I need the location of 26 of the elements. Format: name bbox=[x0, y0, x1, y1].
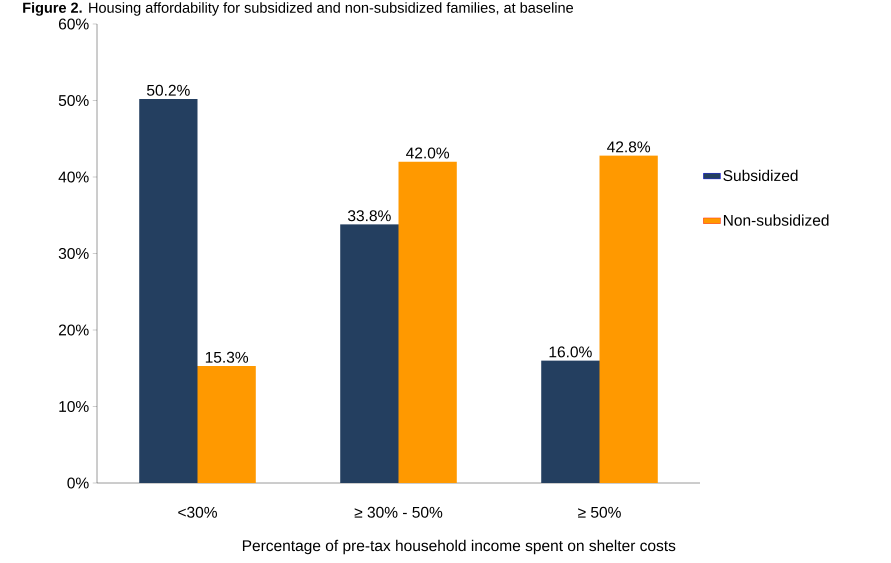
bar bbox=[139, 98, 198, 483]
chart-title: Figure 2. Housing affordability for subsidized and non-subsidized families, at baseline bbox=[23, 2, 574, 16]
x-axis-title: Percentage of pre-tax household income spent on shelter costs bbox=[242, 540, 676, 554]
y-tick-label: 50% bbox=[58, 95, 89, 106]
data-label: 16.0% bbox=[550, 346, 592, 358]
bar bbox=[340, 224, 399, 483]
data-label: 42.0% bbox=[406, 148, 450, 159]
data-label: 15.3% bbox=[206, 352, 248, 363]
bar bbox=[198, 366, 256, 483]
data-label: 33.8% bbox=[348, 210, 391, 222]
y-tick-label: 30% bbox=[58, 248, 89, 259]
x-tick-label: ≥ 30% - 50% bbox=[354, 506, 442, 518]
y-tick-label: 0% bbox=[67, 478, 89, 488]
bar bbox=[541, 360, 600, 483]
y-tick-label: 20% bbox=[58, 324, 89, 336]
y-tick-label: 10% bbox=[59, 401, 89, 412]
bar bbox=[600, 156, 658, 483]
data-label: 50.2% bbox=[147, 84, 190, 96]
legend-label: Subsidized bbox=[723, 170, 798, 182]
x-tick-label: ≥ 50% bbox=[578, 506, 621, 518]
x-tick-label: <30% bbox=[178, 506, 217, 518]
y-tick-label: 60% bbox=[58, 18, 89, 30]
y-tick-label: 40% bbox=[58, 172, 89, 182]
bar bbox=[398, 162, 457, 483]
legend-label: Non-subsidized bbox=[724, 214, 828, 226]
data-label: 42.8% bbox=[607, 141, 650, 152]
